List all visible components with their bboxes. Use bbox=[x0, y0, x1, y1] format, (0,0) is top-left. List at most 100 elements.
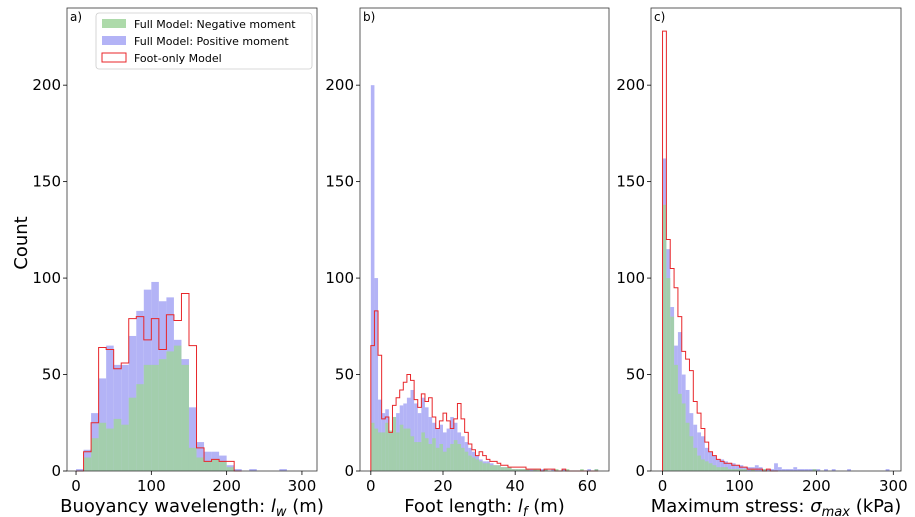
negative-moment-bar bbox=[464, 451, 469, 471]
negative-moment-bar bbox=[536, 469, 541, 471]
negative-moment-bar bbox=[98, 422, 107, 471]
y-tick-label: 200 bbox=[32, 76, 61, 94]
y-tick-label: 0 bbox=[344, 462, 354, 480]
negative-moment-bar bbox=[424, 438, 429, 471]
negative-moment-bar bbox=[685, 422, 690, 471]
positive-moment-bar bbox=[121, 364, 129, 471]
negative-moment-bar bbox=[482, 463, 487, 471]
positive-moment-bar bbox=[727, 463, 732, 471]
y-tick-label: 150 bbox=[32, 173, 61, 191]
legend-label: Full Model: Positive moment bbox=[134, 35, 289, 48]
y-tick-label: 0 bbox=[51, 462, 61, 480]
x-axis-label: Foot length: lf (m) bbox=[404, 496, 565, 517]
positive-moment-bar bbox=[712, 455, 717, 471]
positive-moment-bar bbox=[370, 85, 375, 472]
negative-moment-bar bbox=[151, 364, 159, 471]
negative-moment-bar bbox=[697, 455, 701, 471]
positive-moment-bar bbox=[188, 407, 197, 471]
negative-moment-bar bbox=[211, 459, 220, 471]
negative-moment-bar bbox=[435, 447, 440, 471]
negative-moment-bar bbox=[743, 469, 748, 471]
negative-moment-bar bbox=[493, 465, 498, 471]
negative-moment-bar bbox=[497, 465, 501, 471]
negative-moment-bar bbox=[812, 469, 817, 471]
negative-moment-bar bbox=[91, 438, 99, 471]
negative-moment-bar bbox=[406, 428, 411, 471]
negative-moment-bar bbox=[533, 469, 537, 471]
x-tick-label: 40 bbox=[506, 477, 525, 495]
positive-moment-bar bbox=[701, 436, 705, 471]
y-tick-label: 100 bbox=[32, 269, 61, 287]
negative-moment-bar bbox=[196, 457, 205, 471]
positive-moment-bar bbox=[785, 469, 790, 471]
negative-moment-bar bbox=[457, 443, 462, 471]
negative-moment-bar bbox=[677, 393, 682, 471]
panel-letter: a) bbox=[70, 10, 82, 24]
negative-moment-bar bbox=[739, 469, 744, 471]
positive-moment-bar bbox=[816, 469, 821, 471]
negative-moment-bar bbox=[580, 469, 584, 471]
positive-moment-bar bbox=[777, 467, 782, 471]
negative-moment-bar bbox=[544, 469, 548, 471]
positive-moment-bar bbox=[697, 432, 701, 471]
negative-moment-bar bbox=[396, 432, 400, 471]
legend-swatch bbox=[102, 19, 126, 28]
negative-moment-bar bbox=[453, 440, 458, 471]
y-tick-label: 50 bbox=[335, 366, 354, 384]
x-tick-label: 200 bbox=[212, 477, 241, 495]
negative-moment-bar bbox=[204, 461, 212, 471]
positive-moment-bar bbox=[540, 469, 545, 471]
positive-moment-bar bbox=[587, 469, 591, 471]
negative-moment-bar bbox=[166, 351, 174, 471]
positive-moment-bar bbox=[781, 469, 786, 471]
negative-moment-bar bbox=[173, 345, 182, 471]
negative-moment-bar bbox=[439, 443, 443, 471]
negative-moment-bar bbox=[515, 469, 519, 471]
legend: Full Model: Negative moment Full Model: P… bbox=[95, 12, 313, 70]
negative-moment-bar bbox=[378, 432, 382, 471]
negative-moment-bar bbox=[724, 467, 728, 471]
negative-moment-bar bbox=[181, 364, 189, 471]
negative-moment-bar bbox=[374, 428, 379, 471]
positive-moment-bar bbox=[847, 469, 851, 471]
negative-moment-bar bbox=[432, 438, 436, 471]
positive-moment-bar bbox=[76, 469, 84, 471]
panel-3: 0 100 200 300 0 50 100 150 200 c) Maximum stress: … bbox=[616, 7, 908, 517]
negative-moment-bar bbox=[662, 204, 667, 471]
x-axis-label: Buoyancy wavelength: lw (m) bbox=[60, 496, 324, 517]
y-tick-label: 150 bbox=[616, 173, 645, 191]
negative-moment-bar bbox=[381, 432, 386, 471]
negative-moment-bar bbox=[414, 442, 418, 471]
foot-only-step-line bbox=[662, 30, 778, 472]
negative-moment-bar bbox=[106, 428, 114, 471]
negative-moment-bar bbox=[565, 469, 570, 471]
negative-moment-bar bbox=[468, 455, 472, 471]
positive-moment-bar bbox=[716, 459, 721, 471]
negative-moment-bar bbox=[689, 436, 694, 471]
x-tick-label: 300 bbox=[288, 477, 317, 495]
panels-group: 0 100 200 300 0 50 100 150 200 a) Buoyancy wavelen… bbox=[32, 7, 908, 517]
positive-moment-bar bbox=[801, 469, 805, 471]
y-tick-label: 50 bbox=[42, 366, 61, 384]
negative-moment-bar bbox=[219, 461, 227, 471]
positive-moment-bar bbox=[885, 469, 890, 471]
negative-moment-bar bbox=[136, 384, 144, 471]
positive-moment-bar bbox=[410, 389, 415, 471]
positive-moment-bar bbox=[797, 469, 801, 471]
axes-frame bbox=[650, 7, 902, 472]
y-axis-label: Count bbox=[11, 216, 32, 269]
negative-moment-bar bbox=[681, 403, 686, 471]
y-tick-label: 0 bbox=[635, 462, 645, 480]
positive-moment-bar bbox=[106, 345, 114, 471]
x-tick-label: 100 bbox=[137, 477, 166, 495]
negative-moment-bar bbox=[518, 469, 523, 471]
negative-moment-bar bbox=[410, 436, 415, 471]
positive-moment-bar bbox=[414, 403, 418, 471]
negative-moment-bar bbox=[399, 424, 404, 471]
positive-moment-bar bbox=[793, 467, 798, 471]
negative-moment-bar bbox=[403, 428, 407, 471]
positive-moment-bar bbox=[704, 447, 709, 471]
negative-moment-bar bbox=[446, 447, 451, 471]
y-tick-label: 100 bbox=[616, 269, 645, 287]
